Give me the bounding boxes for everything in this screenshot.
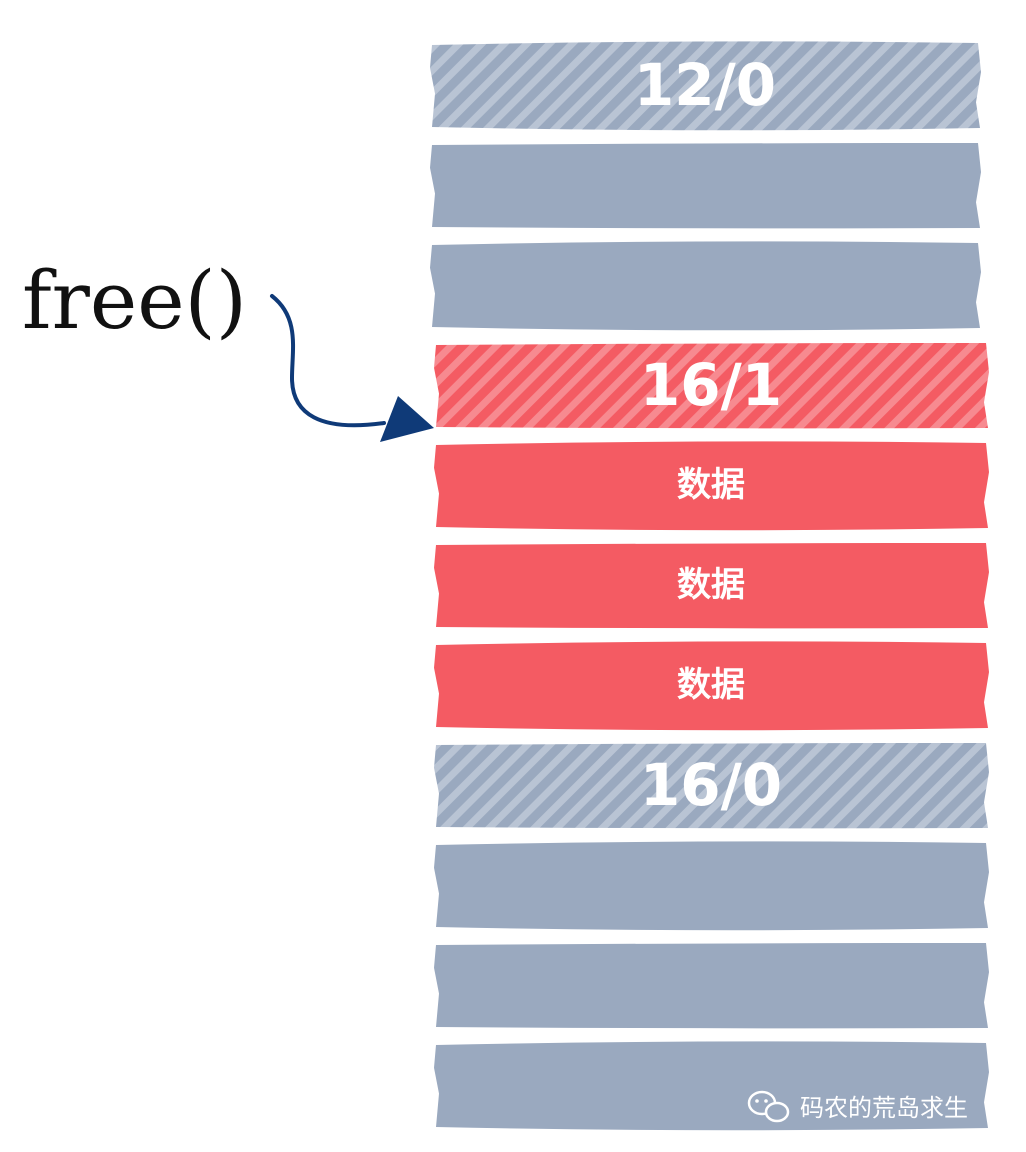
block-shape (430, 41, 981, 131)
block-shape (434, 743, 989, 829)
block-body-4: 数据 (434, 441, 989, 531)
block-data-label: 数据 (677, 565, 745, 605)
block-data-label: 数据 (677, 465, 745, 505)
block-shape (434, 943, 989, 1029)
block-shape (434, 343, 989, 429)
watermark-text: 码农的荒岛求生 (800, 1094, 968, 1122)
block-body-2 (430, 241, 981, 331)
block-shape (430, 143, 981, 229)
call-arrow-shaft (270, 294, 386, 428)
block-body-8 (434, 841, 989, 931)
block-header-7: 16/0 (434, 743, 989, 829)
block-shape (434, 841, 989, 931)
block-shape (434, 1041, 989, 1131)
free-call-label: free() (22, 254, 247, 347)
block-body-9 (434, 943, 989, 1029)
block-body-5: 数据 (434, 543, 989, 629)
block-size-flag-label: 12/0 (634, 51, 776, 119)
block-size-flag-label: 16/1 (640, 351, 782, 419)
block-header-0: 12/0 (430, 41, 981, 131)
watermark: 码农的荒岛求生 (747, 1090, 968, 1123)
block-size-flag-label: 16/0 (640, 751, 782, 819)
block-shape (434, 441, 989, 531)
block-shape (430, 241, 981, 331)
wechat-icon (747, 1090, 790, 1123)
block-body-1 (430, 143, 981, 229)
block-body-10 (434, 1041, 989, 1131)
call-arrow-head (380, 396, 434, 442)
block-header-3: 16/1 (434, 343, 989, 429)
block-data-label: 数据 (677, 665, 745, 705)
block-shape (434, 641, 989, 731)
block-shape (434, 543, 989, 629)
block-body-6: 数据 (434, 641, 989, 731)
